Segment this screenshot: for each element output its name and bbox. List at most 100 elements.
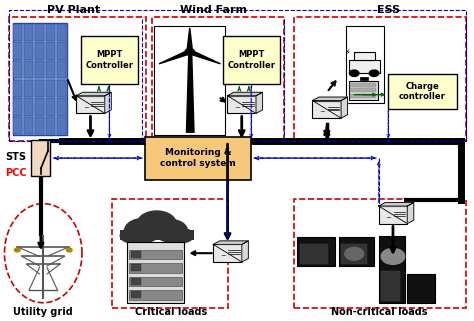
Bar <box>145 136 251 180</box>
Polygon shape <box>213 241 248 244</box>
Bar <box>120 230 193 240</box>
Text: Monitoring &
control system: Monitoring & control system <box>160 148 236 168</box>
Bar <box>24 42 33 60</box>
Bar <box>24 98 33 116</box>
Bar <box>381 271 400 301</box>
Polygon shape <box>76 92 111 96</box>
Text: Non-critical loads: Non-critical loads <box>330 307 427 317</box>
Polygon shape <box>105 92 111 113</box>
Text: Critical loads: Critical loads <box>135 307 207 317</box>
Bar <box>31 140 50 177</box>
Bar <box>13 98 22 116</box>
Bar <box>35 61 44 78</box>
Text: ~: ~ <box>220 253 226 259</box>
Bar <box>57 80 66 97</box>
Bar <box>46 117 55 134</box>
Bar <box>213 244 242 262</box>
Bar <box>379 236 405 303</box>
Bar <box>13 61 22 78</box>
Bar <box>388 74 457 109</box>
Polygon shape <box>242 241 248 262</box>
Text: Charge
controller: Charge controller <box>399 82 446 101</box>
Circle shape <box>137 211 176 238</box>
Bar <box>341 244 367 265</box>
Bar <box>300 244 328 265</box>
Bar <box>46 80 55 97</box>
Polygon shape <box>256 92 263 113</box>
Bar <box>131 291 141 298</box>
Circle shape <box>172 229 193 243</box>
Bar <box>13 42 22 60</box>
Bar <box>131 265 141 271</box>
Bar <box>354 52 375 60</box>
Bar <box>379 206 407 224</box>
Bar <box>24 117 33 134</box>
Text: PV Plant: PV Plant <box>47 5 100 15</box>
Bar <box>13 117 22 134</box>
Bar <box>46 24 55 41</box>
Text: Wind Farm: Wind Farm <box>180 5 247 15</box>
Bar <box>346 26 383 103</box>
Bar <box>350 82 376 87</box>
Bar <box>131 278 141 285</box>
Bar <box>76 96 105 113</box>
Bar <box>350 94 376 98</box>
Circle shape <box>381 248 405 265</box>
Bar <box>57 98 66 116</box>
Bar <box>312 100 341 118</box>
Bar <box>35 80 44 97</box>
Bar <box>46 42 55 60</box>
Polygon shape <box>228 92 263 96</box>
Bar <box>155 26 225 135</box>
Bar <box>129 276 182 286</box>
Circle shape <box>125 219 160 243</box>
Text: ~: ~ <box>319 109 326 116</box>
Bar <box>81 36 138 84</box>
Bar <box>24 24 33 41</box>
Text: ESS: ESS <box>377 5 400 15</box>
Bar <box>350 88 376 92</box>
Polygon shape <box>187 28 192 52</box>
Text: ~: ~ <box>386 215 392 221</box>
Polygon shape <box>341 97 347 118</box>
Bar <box>12 23 67 135</box>
Text: STS: STS <box>5 152 27 162</box>
Bar <box>294 199 466 308</box>
Bar <box>129 263 182 273</box>
Bar <box>349 81 378 100</box>
Bar <box>24 61 33 78</box>
Bar <box>35 42 44 60</box>
Bar <box>112 199 228 308</box>
Circle shape <box>369 70 379 76</box>
Polygon shape <box>312 97 347 100</box>
Bar <box>35 98 44 116</box>
Text: Utility grid: Utility grid <box>13 307 73 317</box>
Bar <box>228 96 256 113</box>
Circle shape <box>120 229 141 243</box>
Polygon shape <box>188 50 220 64</box>
Polygon shape <box>379 203 414 206</box>
Circle shape <box>185 49 194 55</box>
Bar <box>131 251 141 258</box>
Bar <box>35 24 44 41</box>
Bar <box>57 61 66 78</box>
Text: MPPT
Controller: MPPT Controller <box>85 50 133 70</box>
Circle shape <box>155 220 187 242</box>
Bar <box>57 117 66 134</box>
Bar <box>57 24 66 41</box>
Circle shape <box>66 248 72 252</box>
Bar <box>9 17 146 141</box>
Text: MPPT
Controller: MPPT Controller <box>227 50 275 70</box>
Bar <box>338 237 374 266</box>
Text: ~: ~ <box>235 105 240 111</box>
Bar <box>360 77 368 80</box>
Bar <box>349 60 380 73</box>
Bar <box>57 42 66 60</box>
Bar <box>152 17 284 141</box>
Bar <box>35 117 44 134</box>
Circle shape <box>14 248 20 252</box>
Bar <box>298 237 335 266</box>
Bar <box>13 80 22 97</box>
Bar <box>294 17 466 141</box>
Circle shape <box>349 70 359 76</box>
